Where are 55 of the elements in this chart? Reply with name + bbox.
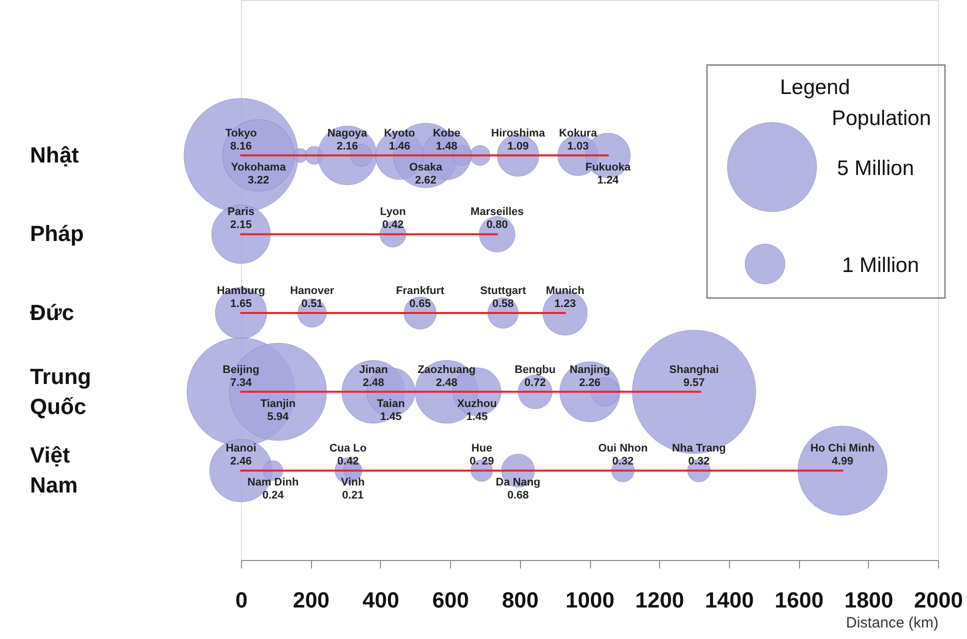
x-tick-label: 800 bbox=[502, 588, 539, 612]
data-label: Munich 1.23 bbox=[546, 285, 585, 310]
data-label: Fukuoka 1.24 bbox=[585, 161, 632, 186]
x-tick-label: 2000 bbox=[914, 588, 963, 612]
x-tick-label: 1400 bbox=[704, 588, 754, 612]
legend-label: 5 Million bbox=[837, 157, 914, 180]
data-label: Tianjin 5.94 bbox=[260, 398, 296, 423]
data-label: Kobe 1.48 bbox=[432, 127, 460, 152]
data-label: Hanoi 2.46 bbox=[226, 442, 256, 468]
x-tick-label: 1600 bbox=[774, 588, 824, 612]
data-label: Vinh 0.21 bbox=[341, 476, 365, 502]
data-label: Lyon 0.42 bbox=[380, 206, 406, 232]
data-label: Yokohama 3.22 bbox=[231, 161, 287, 186]
data-label: Nha Trang 0.32 bbox=[672, 442, 726, 468]
data-label: Bengbu 0.72 bbox=[514, 364, 556, 389]
data-label: Taian 1.45 bbox=[376, 398, 406, 423]
x-tick-label: 400 bbox=[362, 588, 400, 612]
data-label: Zaozhuang 2.48 bbox=[418, 364, 476, 389]
data-label: Jinan 2.48 bbox=[359, 364, 388, 389]
legend-title: Legend Population bbox=[780, 76, 931, 130]
data-label: Kokura 1.03 bbox=[559, 127, 598, 152]
data-label: Paris 2.15 bbox=[228, 206, 254, 232]
data-label: Oui Nhon 0.32 bbox=[598, 442, 648, 468]
data-label: Frankfurt 0.65 bbox=[396, 285, 445, 310]
y-tick-label: Đức bbox=[30, 300, 74, 325]
x-tick-label: 1000 bbox=[566, 588, 614, 612]
x-tick-label: 200 bbox=[292, 588, 330, 612]
data-label: Hanover 0.51 bbox=[290, 285, 335, 310]
data-label: Nam Dinh 0.24 bbox=[247, 476, 300, 502]
data-label: Marseilles 0.80 bbox=[470, 206, 524, 232]
legend-label: 1 Million bbox=[842, 254, 920, 277]
x-tick-label: 600 bbox=[432, 588, 469, 612]
data-label: Shanghai 9.57 bbox=[669, 364, 719, 389]
data-label: Cua Lo 0.42 bbox=[329, 442, 367, 468]
data-label: Da Nang 0.68 bbox=[496, 476, 540, 502]
y-tick-label: Nhật bbox=[30, 142, 80, 168]
data-label: Ho Chi Minh 4.99 bbox=[810, 442, 875, 468]
data-label: Nagoya 2.16 bbox=[327, 127, 368, 152]
y-tick-label: Pháp bbox=[30, 221, 84, 246]
data-label: Hiroshima 1.09 bbox=[491, 127, 546, 152]
x-tick-label: 1200 bbox=[635, 588, 684, 612]
data-label: Hamburg 1.65 bbox=[216, 285, 266, 310]
data-label: Stuttgart 0.58 bbox=[480, 285, 526, 310]
y-tick-label: Trung Quốc bbox=[30, 364, 92, 419]
data-label: Kyoto 1.46 bbox=[384, 127, 416, 152]
data-label: Nanjing 2.26 bbox=[570, 364, 610, 389]
data-label: Beijing 7.34 bbox=[222, 364, 260, 389]
data-label: Hue 0. 29 bbox=[470, 442, 494, 468]
x-tick-label: 1800 bbox=[844, 588, 894, 612]
data-label: Xuzhou 1.45 bbox=[457, 398, 497, 423]
x-axis-title: Distance (km) bbox=[846, 614, 938, 632]
data-label: Osaka 2.62 bbox=[409, 161, 444, 186]
x-tick-label: 0 bbox=[235, 588, 248, 612]
data-label: Tokyo 8.16 bbox=[225, 127, 258, 152]
y-tick-label: Việt Nam bbox=[30, 442, 78, 498]
